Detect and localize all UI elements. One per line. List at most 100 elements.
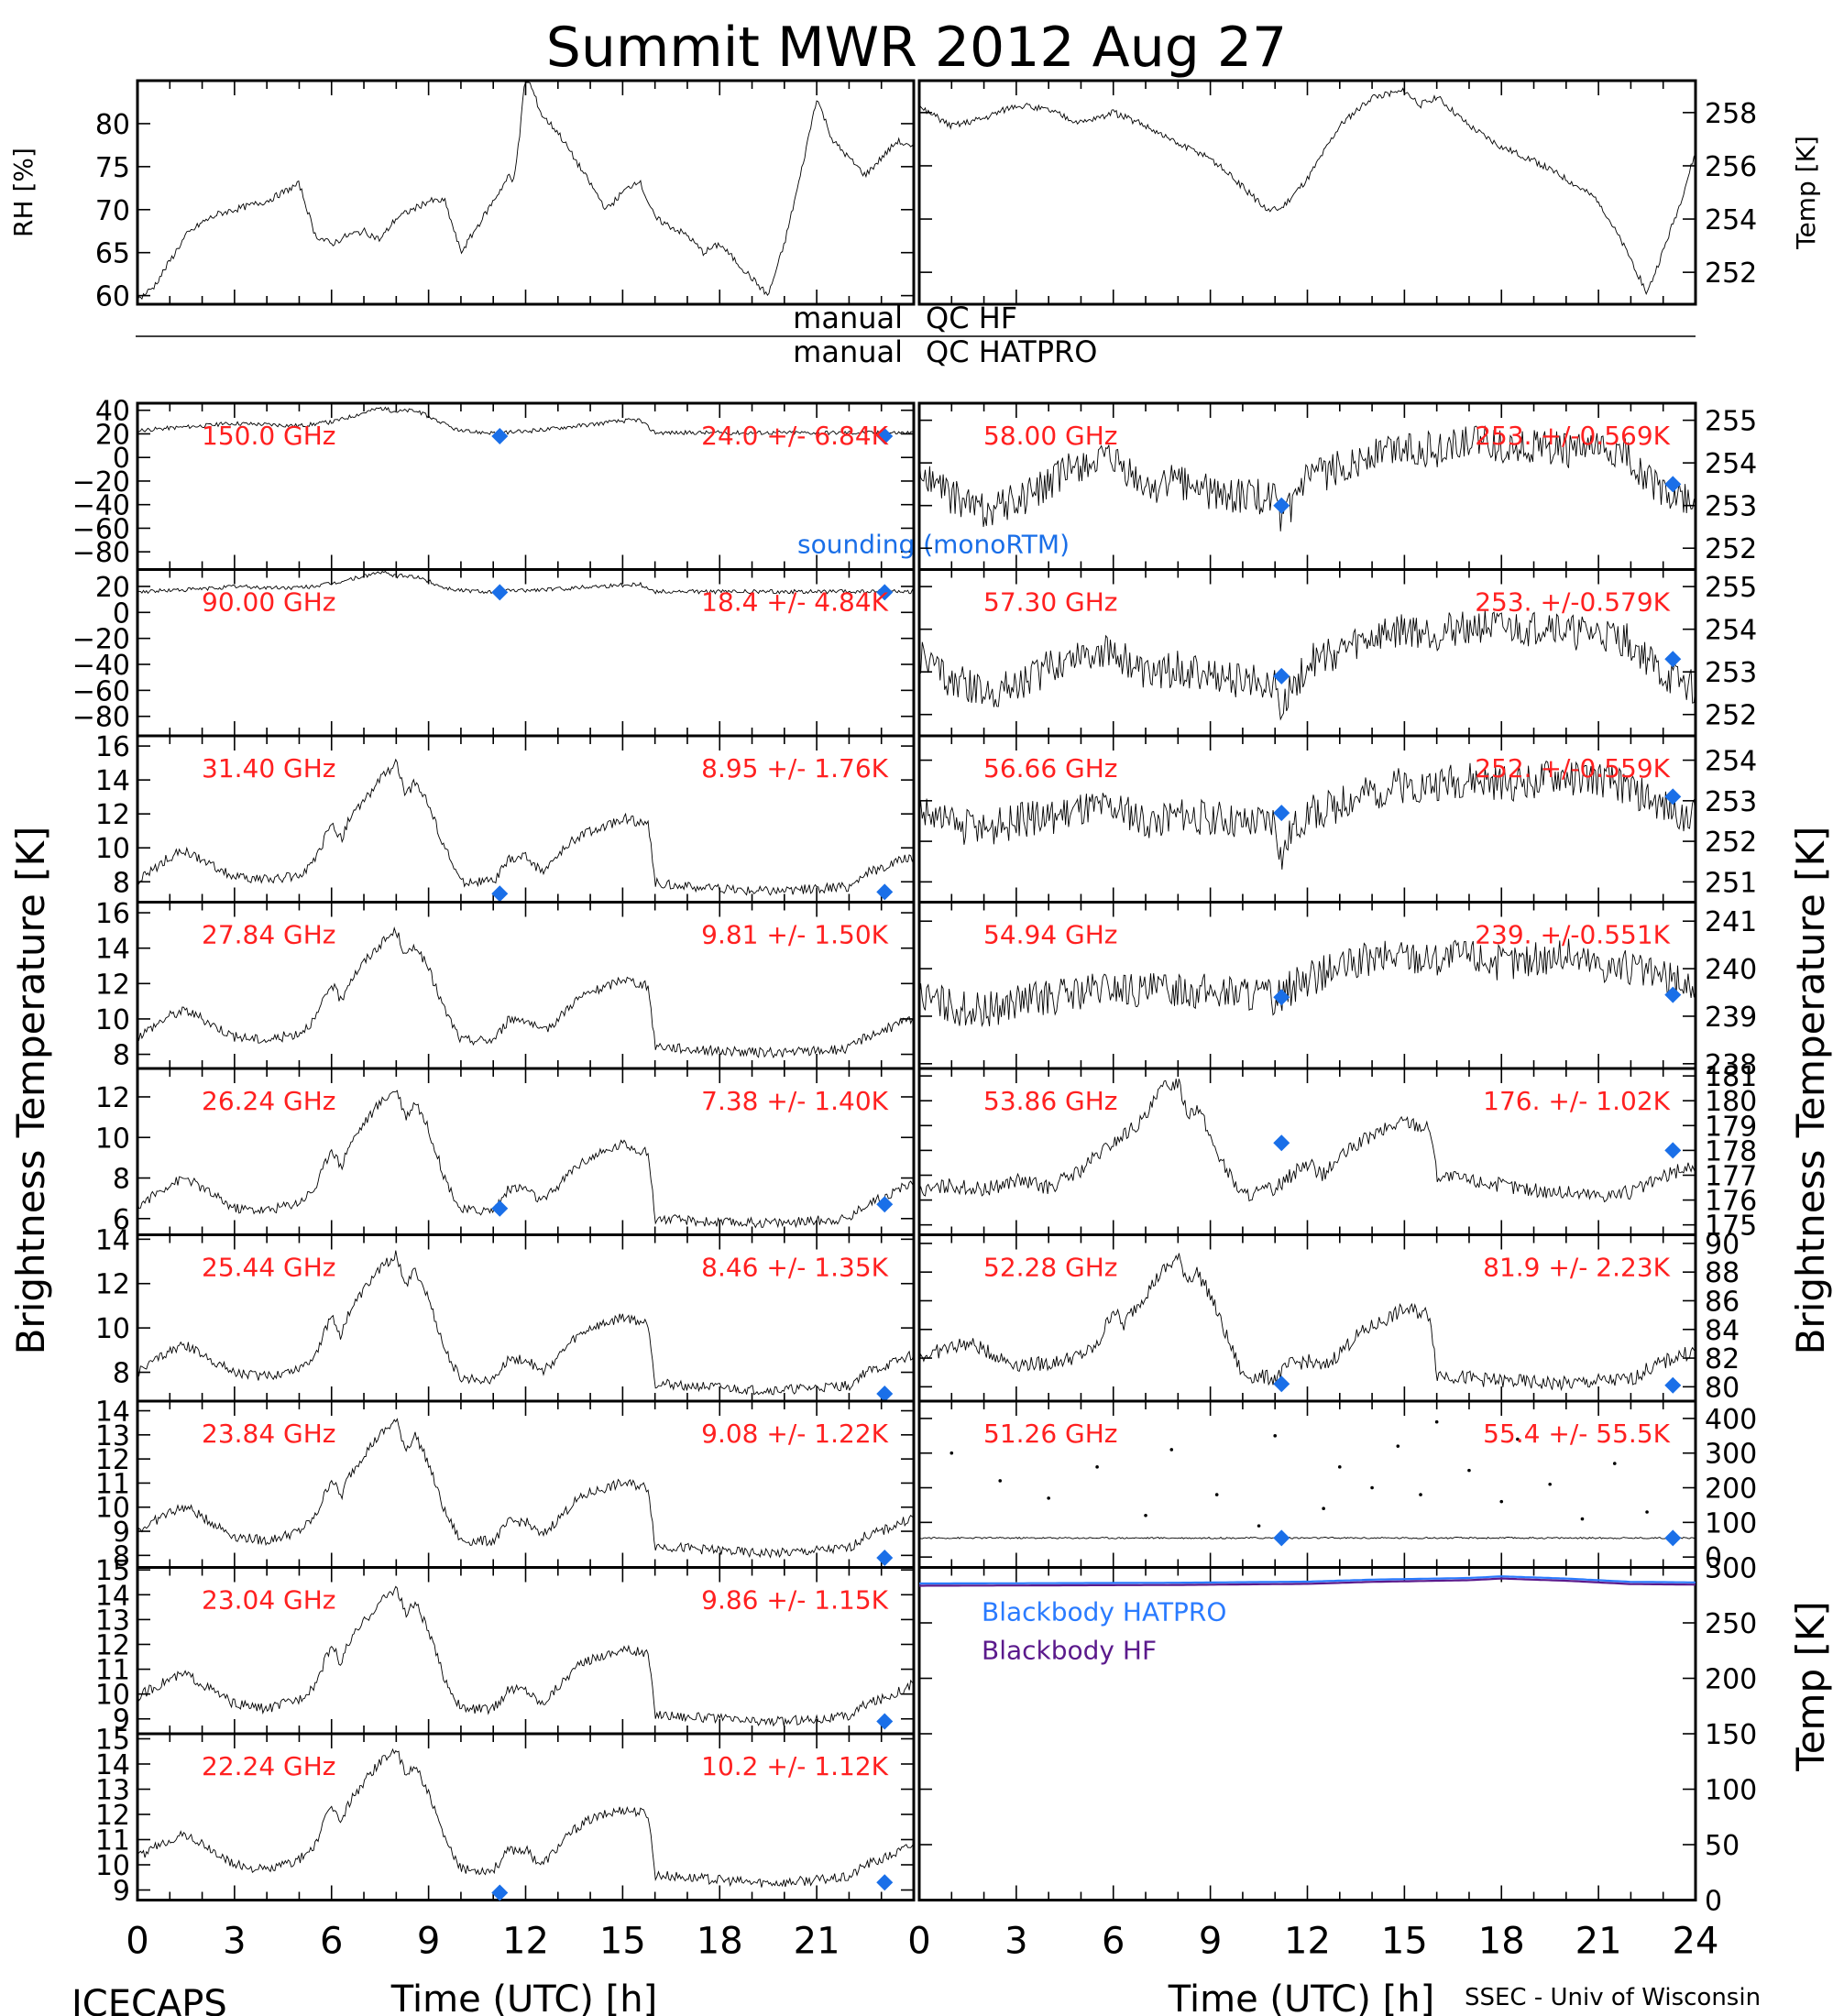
y-tick-label: 13 bbox=[95, 1605, 130, 1637]
x-tick-label: 9 bbox=[417, 1921, 440, 1963]
panel-k5666: 251 252 253 254 56.66 GHz 252. +/-0.559K bbox=[917, 734, 1757, 904]
panel-k5730: 252 253 254 255 57.30 GHz 253. +/-0.579K bbox=[917, 568, 1757, 738]
channel-stats: 9.08 +/- 1.22K bbox=[701, 1419, 888, 1449]
y-tick-label: 177 bbox=[1705, 1160, 1757, 1192]
y-tick-label: 65 bbox=[95, 238, 130, 270]
outlier-point bbox=[1214, 1493, 1219, 1496]
panel-ylabel: RH [%] bbox=[8, 148, 38, 237]
y-tick-label: −60 bbox=[72, 675, 130, 707]
panel-blackbody: 0 50 100 150 200 250 300 Blackbody HATPRO Blackb… bbox=[917, 1553, 1757, 1918]
outlier-point bbox=[1169, 1448, 1174, 1452]
y-tick-label: −40 bbox=[72, 650, 130, 682]
sounding-marker bbox=[1664, 1529, 1682, 1547]
y-tick-label: 70 bbox=[95, 195, 130, 227]
y-tick-label: 0 bbox=[113, 443, 130, 475]
y-tick-label: 400 bbox=[1705, 1404, 1757, 1436]
channel-stats: 9.81 +/- 1.50K bbox=[701, 920, 888, 950]
outlier-point bbox=[1516, 1437, 1520, 1441]
y-tick-label: −80 bbox=[72, 537, 130, 569]
sounding-marker bbox=[491, 584, 509, 601]
y-tick-label: 253 bbox=[1705, 491, 1757, 523]
panel-temp: 252 254 256 258 Temp [K] bbox=[917, 79, 1821, 306]
y-tick-label: 176 bbox=[1705, 1186, 1757, 1218]
qc-hf-left: manual bbox=[793, 301, 903, 335]
sounding-marker bbox=[491, 885, 509, 903]
outlier-point bbox=[1370, 1485, 1374, 1490]
y-tick-label: 252 bbox=[1705, 827, 1757, 859]
channel-label: 27.84 GHz bbox=[202, 920, 336, 950]
panel-k5494: 238 239 240 241 54.94 GHz 239. +/-0.551K bbox=[917, 901, 1757, 1081]
series-line bbox=[918, 1536, 1696, 1539]
series-line bbox=[918, 87, 1696, 296]
y-tick-label: 200 bbox=[1705, 1664, 1757, 1696]
channel-label: 56.66 GHz bbox=[983, 753, 1118, 783]
y-tick-label: 10 bbox=[95, 1004, 130, 1036]
x-tick-label: 3 bbox=[223, 1921, 246, 1963]
series-line bbox=[137, 1418, 915, 1559]
qc-hatpro-left: manual bbox=[793, 334, 903, 369]
y-tick-label: 60 bbox=[95, 281, 130, 313]
channel-stats: 81.9 +/- 2.23K bbox=[1483, 1253, 1670, 1283]
y-tick-label: −40 bbox=[72, 490, 130, 522]
outlier-point bbox=[1047, 1496, 1050, 1500]
channel-stats: 9.86 +/- 1.15K bbox=[701, 1585, 888, 1616]
sounding-marker bbox=[876, 1713, 894, 1730]
y-tick-label: 254 bbox=[1705, 448, 1757, 480]
y-tick-label: 14 bbox=[95, 934, 130, 966]
x-label-left: Time (UTC) [h] bbox=[390, 1978, 657, 2016]
channel-label: 23.84 GHz bbox=[202, 1419, 336, 1449]
channel-stats: 55.4 +/- 55.5K bbox=[1483, 1419, 1670, 1449]
y-tick-label: 239 bbox=[1705, 1002, 1757, 1034]
channel-label: 150.0 GHz bbox=[202, 421, 336, 451]
y-tick-label: 14 bbox=[95, 1224, 130, 1256]
y-tick-label: 10 bbox=[95, 1850, 130, 1882]
outlier-point bbox=[949, 1451, 954, 1455]
y-tick-label: 200 bbox=[1705, 1474, 1757, 1506]
sounding-marker bbox=[1664, 1142, 1682, 1159]
y-tick-label: −60 bbox=[72, 513, 130, 545]
panel-frame bbox=[136, 79, 916, 306]
channel-label: 90.00 GHz bbox=[202, 587, 336, 618]
x-tick-label: 0 bbox=[126, 1921, 148, 1963]
y-tick-label: 12 bbox=[95, 1629, 130, 1661]
outlier-point bbox=[1419, 1493, 1422, 1496]
x-tick-label: 6 bbox=[320, 1921, 343, 1963]
y-tick-label: 175 bbox=[1705, 1211, 1757, 1243]
panel-hf90: 200−20−40−60−80 90.00 GHz 18.4 +/- 4.84K bbox=[72, 568, 916, 738]
y-tick-label: 300 bbox=[1705, 1553, 1757, 1585]
sounding-marker bbox=[1664, 1376, 1682, 1394]
sounding-marker bbox=[876, 1386, 894, 1402]
y-tick-label: 86 bbox=[1705, 1286, 1740, 1318]
y-tick-label: 0 bbox=[1705, 1542, 1722, 1574]
y-tick-label: 8 bbox=[113, 1040, 130, 1072]
y-tick-label: 250 bbox=[1705, 1608, 1757, 1640]
channel-label: 31.40 GHz bbox=[202, 753, 336, 783]
y-tick-label: 82 bbox=[1705, 1343, 1740, 1375]
y-tick-label: 80 bbox=[95, 109, 130, 141]
sounding-marker bbox=[876, 1549, 894, 1566]
y-tick-label: 14 bbox=[95, 765, 130, 797]
temp-bottom-right-title: Temp [K] bbox=[1788, 1601, 1833, 1772]
y-tick-label: 254 bbox=[1705, 746, 1757, 778]
series-line bbox=[919, 1577, 1696, 1587]
y-tick-label: 88 bbox=[1705, 1257, 1740, 1289]
y-tick-label: 8 bbox=[113, 1540, 130, 1572]
y-tick-label: 50 bbox=[1705, 1830, 1740, 1862]
x-tick-label: 12 bbox=[1284, 1921, 1331, 1963]
y-tick-label: 16 bbox=[95, 731, 130, 763]
y-tick-label: 255 bbox=[1705, 406, 1757, 438]
series-line bbox=[918, 425, 1696, 531]
legend-entry: Blackbody HF bbox=[982, 1636, 1157, 1666]
y-tick-label: 179 bbox=[1705, 1111, 1757, 1143]
y-tick-label: 6 bbox=[113, 1204, 130, 1236]
y-tick-label: 12 bbox=[95, 1800, 130, 1832]
y-tick-label: 180 bbox=[1705, 1086, 1757, 1118]
channel-stats: 7.38 +/- 1.40K bbox=[701, 1086, 888, 1116]
outlier-point bbox=[1645, 1510, 1649, 1514]
y-tick-label: 10 bbox=[95, 833, 130, 865]
footer-ssec: SSEC - Univ of Wisconsin bbox=[1465, 1984, 1761, 2011]
